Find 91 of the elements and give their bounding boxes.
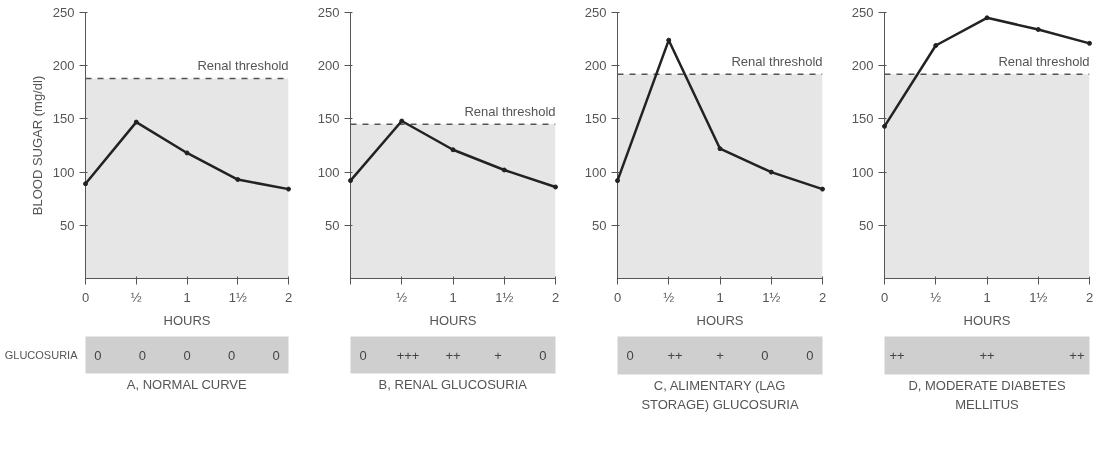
ref-line-label: Renal threshold <box>464 104 556 120</box>
y-tick-label: 250 <box>317 5 340 20</box>
x-tick-label: ½ <box>396 289 408 305</box>
point <box>184 150 190 156</box>
x-tick-label: ½ <box>130 289 142 305</box>
text: ++ <box>1069 348 1085 363</box>
x-tick-label: 1½ <box>495 289 514 305</box>
y-tick-label: 150 <box>317 111 340 127</box>
x-tick-label: 1 <box>716 289 724 305</box>
point <box>820 186 825 192</box>
text: ++ <box>445 347 461 363</box>
text: +++ <box>396 347 420 363</box>
text: D, MODERATE DIABETES MELLITUS <box>908 377 1066 412</box>
point <box>615 178 620 184</box>
point <box>1035 27 1041 33</box>
y-tick-label: 250 <box>52 5 75 20</box>
text: 0 <box>761 348 769 363</box>
text: 0 <box>272 347 280 363</box>
y-axis-title: BLOOD SUGAR (mg/dl) <box>29 75 45 216</box>
y-tick-label: 50 <box>859 217 874 233</box>
point <box>984 15 990 21</box>
point <box>1087 40 1092 46</box>
text: ++ <box>667 348 683 363</box>
ref-line-label: Renal threshold <box>731 54 823 70</box>
text: C, ALIMENTARY (LAG STORAGE) GLUCOSURIA <box>641 377 799 412</box>
ref-line-label: Renal threshold <box>998 54 1090 70</box>
y-tick-label: 100 <box>851 164 874 180</box>
x-tick-label: ½ <box>930 289 942 305</box>
text: 0 <box>359 347 367 363</box>
point <box>399 118 405 124</box>
point <box>666 37 672 43</box>
point <box>717 146 723 152</box>
ref-line-label: Renal threshold <box>197 58 289 74</box>
point <box>553 184 558 190</box>
point <box>933 42 939 48</box>
x-tick-label: 1 <box>449 289 457 305</box>
text: 0 <box>94 347 102 363</box>
text: GLUCOSURIA <box>4 349 79 361</box>
y-tick-label: 250 <box>851 5 874 20</box>
x-tick-label: 1 <box>983 289 991 305</box>
y-tick-label: 250 <box>584 5 607 20</box>
x-tick-label: 1½ <box>228 289 247 305</box>
y-tick-label: 50 <box>592 217 607 233</box>
point <box>882 123 887 129</box>
x-axis-title: HOURS <box>429 312 477 328</box>
point <box>450 147 456 153</box>
point <box>501 167 507 173</box>
point <box>768 169 774 175</box>
point <box>348 178 353 184</box>
text: ++ <box>979 348 995 363</box>
y-tick-label: 150 <box>52 111 75 127</box>
point <box>235 177 241 183</box>
x-tick-label: 1½ <box>1029 289 1048 305</box>
text: 0 <box>626 348 634 363</box>
text: A, NORMAL CURVE <box>126 376 248 392</box>
x-tick-label: 2 <box>818 289 827 305</box>
x-axis-title: HOURS <box>963 312 1011 328</box>
text: + <box>494 347 502 363</box>
y-tick-label: 100 <box>584 164 607 180</box>
x-tick-label: 2 <box>284 289 293 305</box>
y-tick-label: 200 <box>317 58 340 74</box>
x-axis-title: HOURS <box>696 312 744 328</box>
x-tick-label: 0 <box>613 289 622 305</box>
text: 0 <box>183 347 191 363</box>
text: ++ <box>889 348 905 363</box>
x-tick-label: 2 <box>551 289 560 305</box>
text: + <box>716 348 724 363</box>
y-tick-label: 150 <box>851 111 874 127</box>
y-tick-label: 50 <box>60 217 75 233</box>
point <box>286 186 291 192</box>
y-tick-label: 150 <box>584 111 607 127</box>
x-tick-label: ½ <box>663 289 675 305</box>
y-tick-label: 200 <box>851 58 874 74</box>
y-tick-label: 100 <box>317 164 340 180</box>
point <box>133 119 139 125</box>
text: 0 <box>138 347 147 363</box>
x-tick-label: 1 <box>183 289 191 305</box>
x-axis-title: HOURS <box>163 312 211 328</box>
x-tick-label: 2 <box>1085 289 1094 305</box>
x-tick-label: 0 <box>880 289 889 305</box>
y-tick-label: 100 <box>52 164 75 180</box>
x-tick-label: 1½ <box>762 289 781 305</box>
x-tick-label: 0 <box>81 289 90 305</box>
y-tick-label: 200 <box>52 58 75 74</box>
point <box>83 181 88 187</box>
text: 0 <box>227 347 236 363</box>
text: B, RENAL GLUCOSURIA <box>378 376 528 392</box>
text: 0 <box>539 347 547 363</box>
text: 0 <box>806 348 814 363</box>
y-tick-label: 50 <box>325 217 340 233</box>
y-tick-label: 200 <box>584 58 607 74</box>
